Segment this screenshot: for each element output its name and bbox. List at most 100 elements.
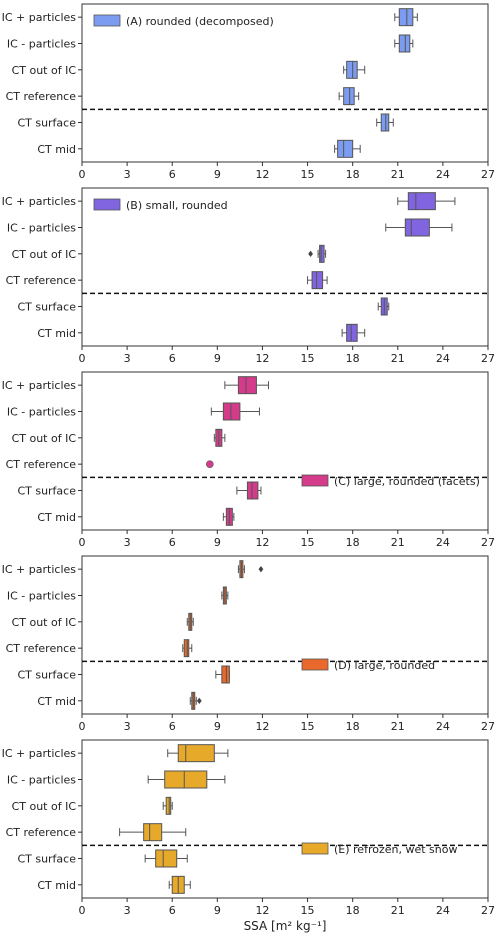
box-iqr [165,796,172,815]
box-1 [385,218,453,237]
box-1 [221,586,229,605]
box-2 [213,428,226,447]
box-0 [394,8,418,27]
x-tick-label: 21 [391,352,405,365]
x-tick-label: 0 [79,352,86,365]
box-iqr [177,744,215,763]
category-label: CT mid [37,695,76,708]
legend-label: (A) rounded (decomposed) [126,15,274,28]
category-label: IC + particles [2,11,77,24]
box-iqr [319,244,325,263]
category-label: CT reference [6,458,77,471]
x-tick-label: 15 [301,720,315,733]
category-label: CT surface [17,485,76,498]
x-tick-label: 21 [391,904,405,917]
x-tick-label: 0 [79,904,86,917]
box-4 [376,113,394,132]
x-tick-label: 18 [346,720,360,733]
box-iqr [183,639,190,658]
category-label: IC - particles [7,38,76,51]
box-iqr [404,218,430,237]
box-1 [210,402,260,421]
category-label: CT out of IC [12,64,77,77]
x-tick-label: 9 [214,352,221,365]
x-tick-label: 9 [214,168,221,181]
category-label: CT out of IC [12,432,77,445]
x-tick-label: 6 [169,536,176,549]
x-tick-label: 0 [79,536,86,549]
x-tick-label: 24 [436,720,450,733]
box-1 [147,770,226,789]
x-tick-label: 12 [255,720,269,733]
legend-label: (E) refrozen, wet snow [334,843,457,856]
x-tick-label: 18 [346,168,360,181]
category-label: CT out of IC [12,800,77,813]
plot-frame [81,371,489,531]
legend-swatch [301,842,329,855]
plot-frame [81,555,489,715]
panel-a: IC + particles IC - particles CT out of IC… [2,3,495,181]
legend-swatch [301,474,329,487]
category-label: CT reference [6,826,77,839]
box-iqr [311,271,324,290]
box-5 [341,323,366,342]
box-iqr [398,34,411,53]
plot-frame [81,3,489,163]
box-0 [237,560,264,579]
box-3 [206,460,214,468]
x-tick-label: 3 [124,352,131,365]
panel-c: IC + particles IC - particles CT out of IC… [2,371,495,549]
x-tick-label: 3 [124,536,131,549]
x-tick-label: 12 [255,352,269,365]
box-iqr [407,192,436,211]
x-tick-label: 12 [255,536,269,549]
box-iqr [398,8,414,27]
x-tick-label: 24 [436,352,450,365]
x-tick-label: 9 [214,904,221,917]
box-iqr [237,376,257,395]
x-tick-label: 18 [346,536,360,549]
x-tick-label: 6 [169,720,176,733]
panel-d: IC + particles IC - particles CT out of IC… [2,555,495,733]
x-tick-label: 0 [79,168,86,181]
box-2 [186,612,194,631]
box-iqr [380,113,390,132]
x-axis-label: SSA [m² kg⁻¹] [244,919,327,933]
category-label: CT surface [17,853,76,866]
x-tick-label: 24 [436,904,450,917]
x-tick-label: 15 [301,168,315,181]
x-tick-label: 12 [255,904,269,917]
box-0 [397,192,456,211]
box-iqr [155,849,178,868]
box-iqr [346,323,358,342]
box-3 [338,87,360,106]
box-4 [144,849,188,868]
x-tick-label: 3 [124,168,131,181]
category-label: CT reference [6,274,77,287]
x-tick-label: 0 [79,720,86,733]
outlier-point [196,697,202,705]
category-label: CT surface [17,301,76,314]
x-tick-label: 15 [301,536,315,549]
x-tick-label: 9 [214,720,221,733]
x-tick-label: 27 [481,352,495,365]
legend-label: (B) small, rounded [126,199,228,212]
category-label: IC - particles [7,406,76,419]
box-iqr [143,823,163,842]
x-tick-label: 15 [301,352,315,365]
outlier-point [258,565,264,573]
x-tick-label: 3 [124,720,131,733]
x-tick-label: 21 [391,720,405,733]
x-tick-label: 27 [481,168,495,181]
x-tick-label: 24 [436,536,450,549]
box-5 [189,691,202,710]
box-5 [168,875,191,894]
category-label: IC + particles [2,747,77,760]
box-iqr [337,139,354,158]
box-iqr [346,60,358,79]
x-tick-label: 18 [346,904,360,917]
box-3 [182,639,193,658]
category-label: CT surface [17,669,76,682]
